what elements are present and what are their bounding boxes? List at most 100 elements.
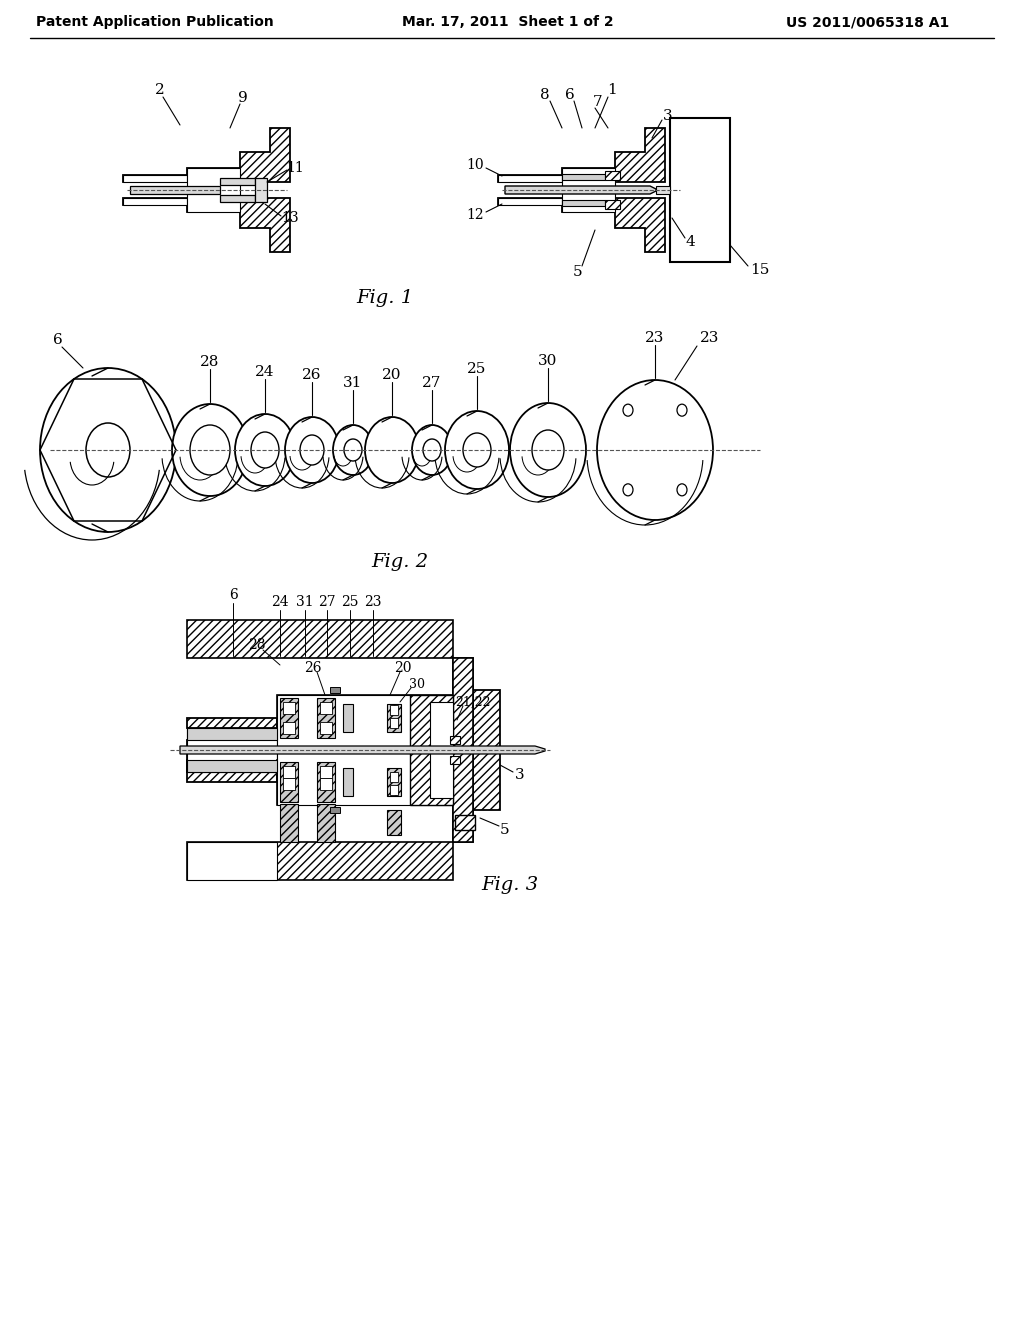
Text: 5: 5 [573,265,583,279]
Ellipse shape [344,440,362,461]
Polygon shape [473,690,500,810]
Ellipse shape [300,436,324,465]
Polygon shape [387,768,401,796]
Text: 20: 20 [394,661,412,675]
Text: 9: 9 [239,91,248,106]
Polygon shape [319,722,332,734]
Polygon shape [123,198,187,205]
Ellipse shape [510,403,586,498]
Polygon shape [187,729,278,741]
Ellipse shape [677,484,687,496]
Polygon shape [562,168,615,213]
Ellipse shape [86,422,130,477]
Polygon shape [387,810,401,836]
Polygon shape [450,737,460,744]
Polygon shape [670,117,730,261]
Polygon shape [330,686,340,693]
Polygon shape [280,804,298,842]
Polygon shape [278,696,453,805]
Text: 5: 5 [500,822,510,837]
Polygon shape [390,772,398,781]
Text: 4: 4 [685,235,695,249]
Polygon shape [187,168,240,213]
Text: Fig. 3: Fig. 3 [481,876,539,894]
Ellipse shape [677,404,687,416]
Text: 26: 26 [302,368,322,381]
Polygon shape [280,698,298,738]
Polygon shape [283,722,295,734]
Polygon shape [390,705,398,715]
Text: 25: 25 [467,362,486,376]
Text: 8: 8 [541,88,550,102]
Text: 13: 13 [282,211,299,224]
Polygon shape [343,704,353,733]
Text: Patent Application Publication: Patent Application Publication [36,15,273,29]
Ellipse shape [597,380,713,520]
Polygon shape [283,777,295,789]
Text: 12: 12 [466,209,483,222]
Ellipse shape [285,417,339,483]
Text: Fig. 2: Fig. 2 [372,553,429,572]
Polygon shape [317,698,335,738]
Ellipse shape [333,425,373,475]
Ellipse shape [190,425,230,475]
Text: 6: 6 [565,88,574,102]
Text: 3: 3 [515,768,525,781]
Polygon shape [187,842,453,880]
Text: 3: 3 [664,110,673,123]
Text: 30: 30 [409,678,425,692]
Text: 31: 31 [343,376,362,389]
Text: US 2011/0065318 A1: US 2011/0065318 A1 [786,15,949,29]
Polygon shape [430,702,453,799]
Polygon shape [123,176,187,182]
Ellipse shape [623,404,633,416]
Polygon shape [180,746,545,754]
Polygon shape [280,762,298,803]
Text: 1: 1 [607,83,616,96]
Polygon shape [283,766,295,777]
Polygon shape [656,186,670,194]
Text: 6: 6 [228,587,238,602]
Text: 27: 27 [318,595,336,609]
Text: 11: 11 [286,161,304,176]
Polygon shape [317,762,335,803]
Ellipse shape [234,414,295,486]
Polygon shape [505,186,656,194]
Polygon shape [455,814,475,830]
Polygon shape [187,620,453,657]
Polygon shape [283,702,295,714]
Text: 23: 23 [365,595,382,609]
Text: 27: 27 [422,376,441,389]
Ellipse shape [623,484,633,496]
Ellipse shape [172,404,248,496]
Text: 24: 24 [271,595,289,609]
Ellipse shape [463,433,490,467]
Polygon shape [498,198,562,205]
Polygon shape [220,178,255,185]
Polygon shape [450,756,460,764]
Polygon shape [453,657,473,842]
Polygon shape [319,702,332,714]
Polygon shape [390,785,398,795]
Text: 23: 23 [700,331,720,345]
Polygon shape [498,128,665,182]
Text: Mar. 17, 2011  Sheet 1 of 2: Mar. 17, 2011 Sheet 1 of 2 [402,15,613,29]
Text: 2: 2 [155,83,165,96]
Polygon shape [343,768,353,796]
Text: 26: 26 [304,661,322,675]
Polygon shape [605,172,620,180]
Text: 25: 25 [341,595,358,609]
Text: 10: 10 [466,158,483,172]
Polygon shape [319,777,332,789]
Text: 30: 30 [539,354,558,368]
Polygon shape [498,176,562,182]
Text: 7: 7 [593,95,603,110]
Polygon shape [187,729,278,772]
Ellipse shape [532,430,564,470]
Ellipse shape [412,425,452,475]
Ellipse shape [251,432,279,469]
Polygon shape [220,195,255,202]
Polygon shape [562,174,605,180]
Polygon shape [390,718,398,729]
Polygon shape [410,696,453,805]
